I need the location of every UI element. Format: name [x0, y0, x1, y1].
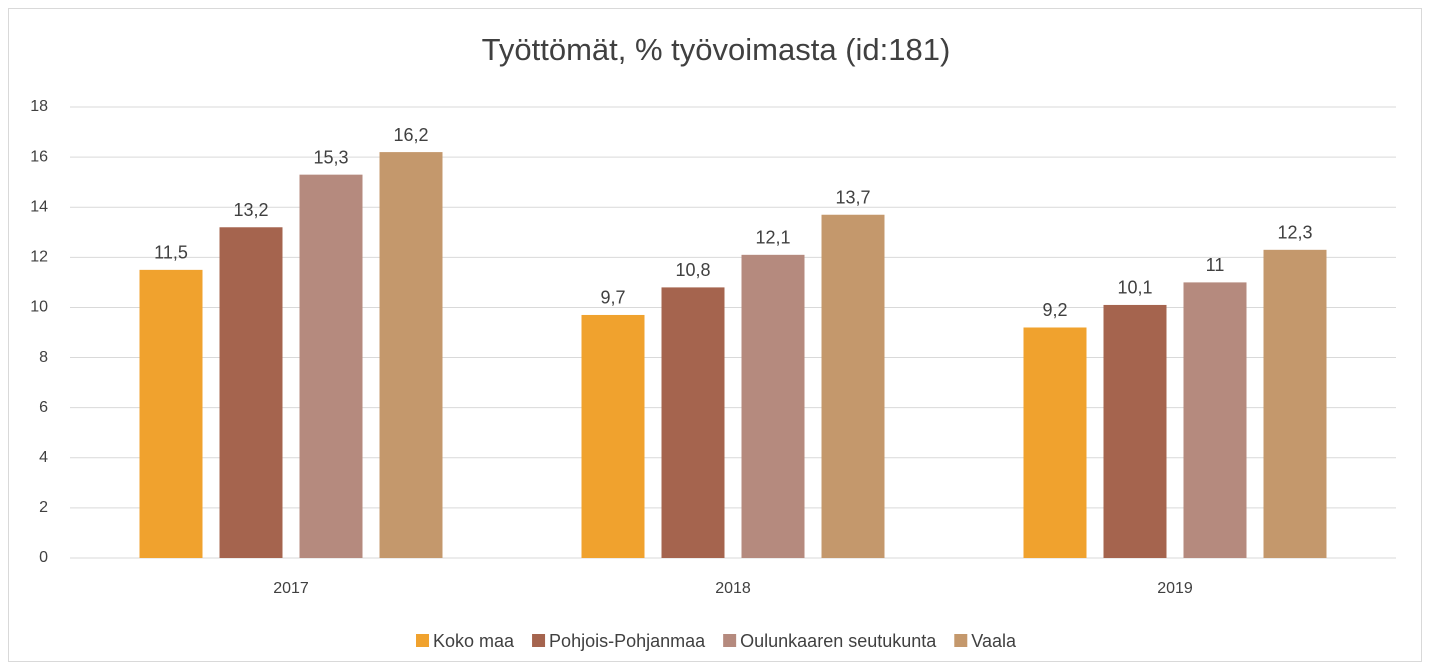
data-label: 12,1 — [755, 228, 790, 248]
bar — [379, 152, 443, 558]
legend-swatch — [416, 634, 430, 647]
y-tick-label: 14 — [30, 198, 48, 215]
x-tick-label: 2017 — [273, 580, 309, 597]
y-tick-label: 18 — [30, 98, 48, 115]
data-label: 10,1 — [1117, 278, 1152, 298]
bar — [1183, 282, 1247, 558]
data-label: 12,3 — [1277, 223, 1312, 243]
bar — [821, 214, 885, 558]
bar — [581, 314, 645, 558]
legend-swatch — [532, 634, 546, 647]
y-tick-label: 6 — [39, 399, 48, 416]
y-tick-label: 8 — [39, 349, 48, 366]
bar — [661, 287, 725, 558]
bar — [1263, 249, 1327, 559]
data-label: 9,2 — [1042, 300, 1067, 320]
legend-swatch — [723, 634, 737, 647]
y-tick-label: 0 — [39, 549, 48, 566]
y-tick-label: 16 — [30, 148, 48, 165]
chart-title: Työttömät, % työvoimasta (id:181) — [482, 32, 951, 67]
data-label: 13,2 — [233, 200, 268, 220]
y-tick-label: 12 — [30, 249, 48, 266]
data-label: 16,2 — [393, 125, 428, 145]
data-label: 10,8 — [675, 260, 710, 280]
bar — [741, 254, 805, 559]
legend-label: Pohjois-Pohjanmaa — [549, 631, 706, 651]
legend-label: Vaala — [971, 631, 1017, 651]
legend-swatch — [954, 634, 968, 647]
data-label: 9,7 — [600, 288, 625, 308]
legend-label: Koko maa — [433, 631, 515, 651]
data-label: 11 — [1206, 255, 1225, 275]
bar — [1103, 304, 1167, 558]
x-tick-label: 2018 — [715, 580, 751, 597]
bar — [1023, 327, 1087, 558]
y-tick-label: 10 — [30, 299, 48, 316]
x-tick-label: 2019 — [1157, 580, 1193, 597]
legend-label: Oulunkaaren seutukunta — [740, 631, 937, 651]
y-tick-label: 4 — [39, 449, 48, 466]
data-label: 11,5 — [154, 243, 188, 263]
bar — [139, 269, 203, 558]
data-label: 15,3 — [313, 147, 348, 167]
bar — [219, 227, 283, 558]
data-label: 13,7 — [835, 187, 870, 207]
y-tick-label: 2 — [39, 499, 48, 516]
bar — [299, 174, 363, 558]
